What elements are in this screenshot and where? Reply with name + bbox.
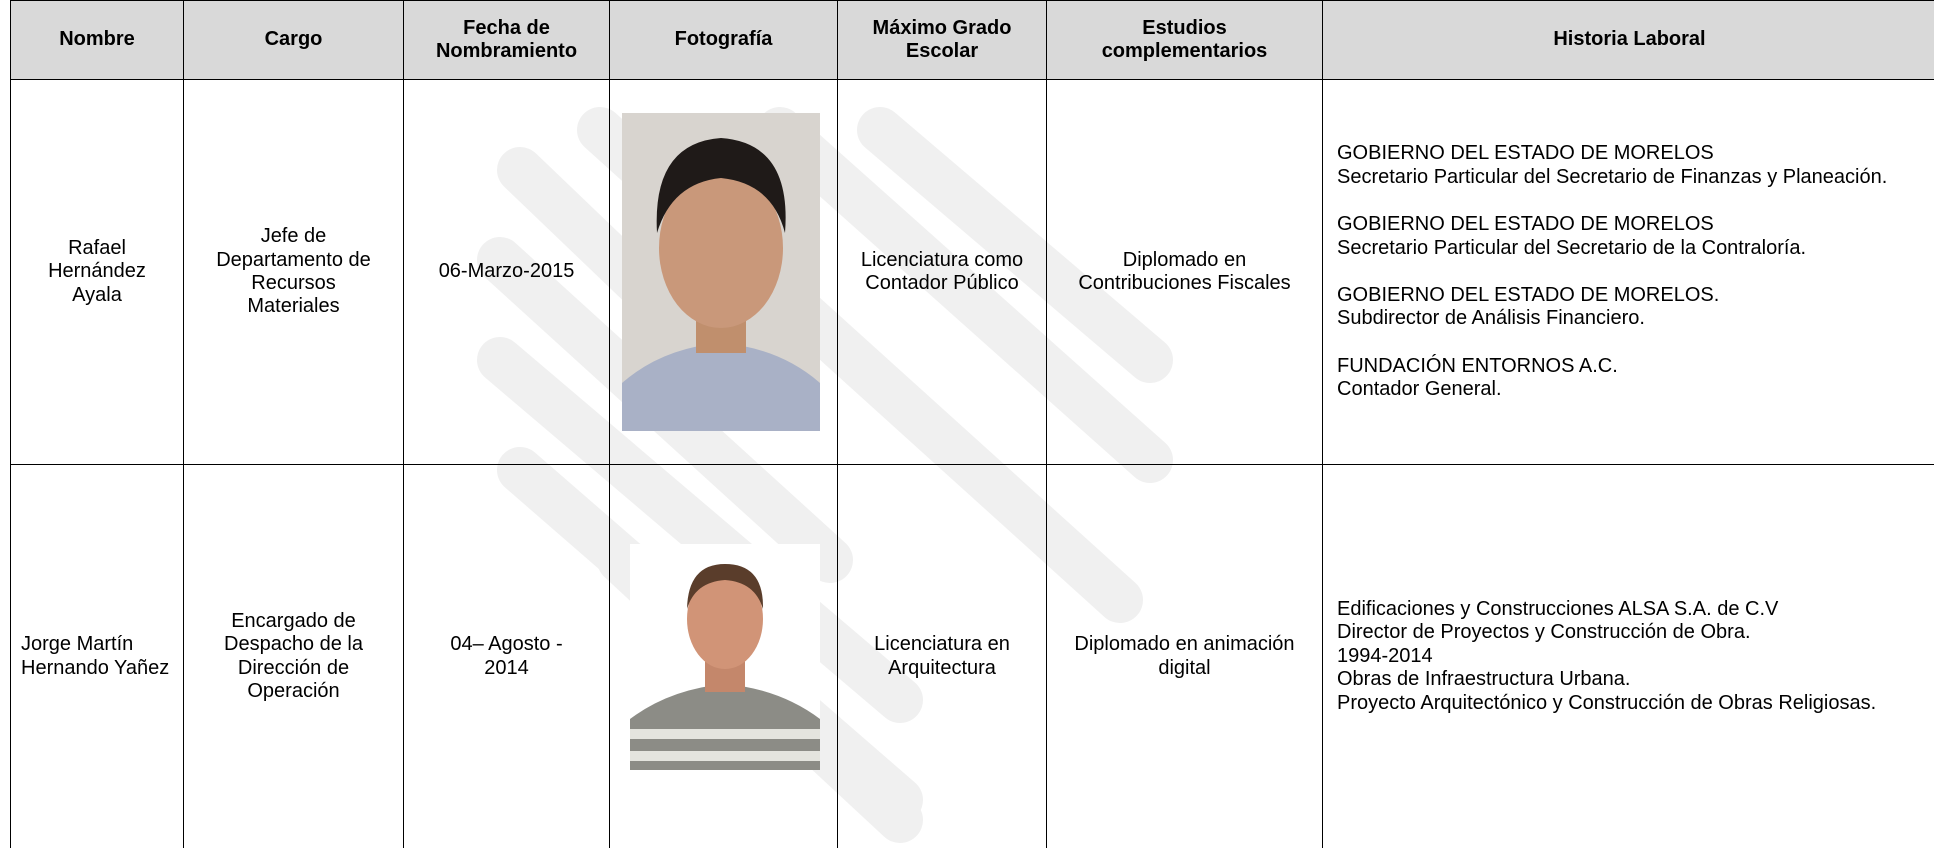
table-row: Rafael Hernández Ayala Jefe de Departamen… bbox=[10, 79, 1934, 465]
history-line: Proyecto Arquitectónico y Construcción d… bbox=[1337, 691, 1877, 714]
position-cell: Jefe de Departamento de Recursos Materia… bbox=[183, 79, 404, 465]
history-line: Secretario Particular del Secretario de … bbox=[1337, 236, 1807, 259]
table-body: Rafael Hernández Ayala Jefe de Departamen… bbox=[10, 79, 1934, 848]
history-entry: GOBIERNO DEL ESTADO DE MORELOS Secretario… bbox=[1337, 142, 1932, 189]
name-cell: Rafael Hernández Ayala bbox=[10, 79, 184, 465]
column-header: Nombre bbox=[10, 0, 184, 80]
staff-table: Nombre Cargo Fecha de Nombramiento Fotograf… bbox=[10, 0, 1934, 848]
photo bbox=[622, 113, 820, 431]
history-cell: Edificaciones y Construcciones ALSA S.A.… bbox=[1322, 464, 1934, 848]
history-entry: GOBIERNO DEL ESTADO DE MORELOS. Subdirect… bbox=[1337, 284, 1932, 331]
header-row: Nombre Cargo Fecha de Nombramiento Fotograf… bbox=[10, 0, 1934, 80]
studies-cell: Diplomado en animación digital bbox=[1046, 464, 1323, 848]
history-line: Secretario Particular del Secretario de … bbox=[1337, 165, 1888, 188]
degree-cell: Licenciatura en Arquitectura bbox=[837, 464, 1047, 848]
photo-cell bbox=[609, 79, 838, 465]
history-entry: Edificaciones y Construcciones ALSA S.A.… bbox=[1337, 598, 1932, 715]
studies-cell: Diplomado en Contribuciones Fiscales bbox=[1046, 79, 1323, 465]
photo bbox=[630, 543, 820, 770]
date-cell: 06-Marzo-2015 bbox=[403, 79, 610, 465]
history-line: Subdirector de Análisis Financiero. bbox=[1337, 307, 1645, 330]
history-line: FUNDACIÓN ENTORNOS A.C. bbox=[1337, 354, 1618, 377]
history-line: GOBIERNO DEL ESTADO DE MORELOS bbox=[1337, 213, 1714, 236]
photo-cell bbox=[609, 464, 838, 848]
column-header: Máximo Grado Escolar bbox=[837, 0, 1047, 80]
column-header: Fotografía bbox=[609, 0, 838, 80]
history-line: 1994-2014 bbox=[1337, 644, 1433, 667]
history-line: Obras de Infraestructura Urbana. bbox=[1337, 668, 1631, 691]
history-cell: GOBIERNO DEL ESTADO DE MORELOS Secretario… bbox=[1322, 79, 1934, 465]
column-header: Historia Laboral bbox=[1322, 0, 1934, 80]
column-header: Cargo bbox=[183, 0, 404, 80]
column-header: Estudios complementarios bbox=[1046, 0, 1323, 80]
table-row: Jorge Martín Hernando Yañez Encargado de … bbox=[10, 464, 1934, 848]
name-cell: Jorge Martín Hernando Yañez bbox=[10, 464, 184, 848]
history-line: GOBIERNO DEL ESTADO DE MORELOS. bbox=[1337, 284, 1720, 306]
date-cell: 04– Agosto - 2014 bbox=[403, 464, 610, 848]
history-entry: FUNDACIÓN ENTORNOS A.C. Contador General. bbox=[1337, 355, 1932, 402]
history-line: Contador General. bbox=[1337, 378, 1502, 401]
degree-cell: Licenciatura como Contador Público bbox=[837, 79, 1047, 465]
history-line: GOBIERNO DEL ESTADO DE MORELOS bbox=[1337, 142, 1714, 165]
history-line: Director de Proyectos y Construcción de … bbox=[1337, 621, 1751, 644]
history-line: Edificaciones y Construcciones ALSA S.A.… bbox=[1337, 598, 1779, 621]
position-cell: Encargado de Despacho de la Dirección de… bbox=[183, 464, 404, 848]
history-entry: GOBIERNO DEL ESTADO DE MORELOS Secretario… bbox=[1337, 213, 1932, 260]
column-header: Fecha de Nombramiento bbox=[403, 0, 610, 80]
